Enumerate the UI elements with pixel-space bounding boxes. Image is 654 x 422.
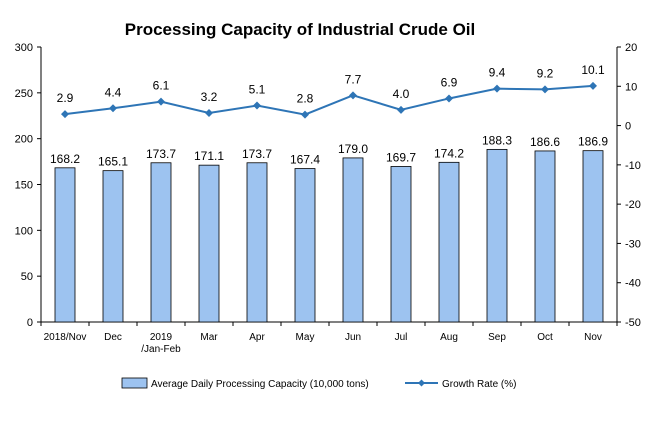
- bar: [486, 148, 508, 323]
- line-point: [157, 97, 165, 106]
- bar-value-label: 188.3: [482, 133, 512, 147]
- line-point: [349, 91, 357, 100]
- bar-value-label: 167.4: [290, 153, 320, 167]
- bar: [102, 170, 124, 323]
- line-point: [205, 109, 213, 117]
- line-value-label: 6.1: [153, 79, 170, 93]
- chart-title: Processing Capacity of Industrial Crude …: [125, 20, 475, 39]
- right-tick-label: 0: [625, 121, 631, 133]
- left-tick-label: 200: [15, 134, 33, 146]
- x-tick-label: Apr: [249, 332, 265, 343]
- left-tick-label: 300: [15, 42, 33, 54]
- bar: [150, 162, 172, 323]
- legend: Average Daily Processing Capacity (10,00…: [121, 377, 516, 390]
- line-value-label: 2.8: [297, 92, 314, 106]
- data-labels: 168.2 165.1 173.7 171.1 173.7 167.4 179.0 169.7…: [50, 63, 608, 169]
- x-tick-label: 2019: [150, 332, 173, 343]
- bar-value-label: 186.6: [530, 135, 560, 149]
- line-point: [61, 110, 69, 119]
- legend-marker: [418, 379, 425, 387]
- bar: [246, 162, 268, 323]
- bar-value-label: 165.1: [98, 155, 128, 169]
- x-tick-label: 2018/Nov: [44, 332, 87, 343]
- x-tick-label: Mar: [200, 332, 218, 343]
- right-tick-label: -20: [625, 199, 641, 211]
- left-tick-label: 150: [15, 180, 33, 192]
- x-tick-label: Jun: [345, 332, 361, 343]
- line-point: [253, 101, 261, 110]
- bar-value-label: 173.7: [146, 147, 176, 161]
- bar: [582, 150, 604, 323]
- legend-swatch-bar: [121, 377, 148, 389]
- line-value-label: 9.4: [489, 66, 506, 80]
- line-point: [301, 110, 309, 119]
- bar: [390, 166, 412, 323]
- bar: [198, 164, 220, 323]
- bar: [534, 150, 556, 323]
- line-value-label: 2.9: [57, 91, 74, 105]
- legend-label-bar: Average Daily Processing Capacity (10,00…: [151, 379, 369, 390]
- right-tick-label: -50: [625, 317, 641, 329]
- bar-value-label: 169.7: [386, 150, 416, 164]
- left-tick-label: 100: [15, 225, 33, 237]
- x-tick-label: /Jan-Feb: [141, 344, 181, 355]
- legend-label-line: Growth Rate (%): [442, 379, 516, 390]
- bar-value-label: 171.1: [194, 149, 224, 163]
- bar-value-label: 179.0: [338, 142, 368, 156]
- bar: [438, 161, 460, 323]
- bar-value-label: 174.2: [434, 146, 464, 160]
- line-point: [397, 105, 405, 114]
- line-value-label: 4.4: [105, 85, 122, 99]
- right-tick-label: -40: [625, 278, 641, 290]
- bar-value-label: 186.9: [578, 135, 608, 149]
- bar: [342, 157, 364, 323]
- x-tick-label: Dec: [104, 332, 122, 343]
- x-tick-label: Jul: [395, 332, 408, 343]
- line-point: [493, 84, 501, 93]
- line-value-label: 3.2: [201, 90, 218, 104]
- growth-rate-line: [64, 84, 594, 116]
- line-point: [109, 104, 117, 113]
- line-value-label: 10.1: [581, 63, 605, 77]
- line-value-label: 9.2: [537, 66, 554, 80]
- line-point: [445, 94, 453, 103]
- x-tick-label: May: [296, 332, 315, 343]
- bar: [294, 168, 316, 323]
- line-series: [61, 81, 597, 119]
- bar: [54, 167, 76, 323]
- line-point: [589, 81, 597, 90]
- bar-series: [54, 148, 604, 323]
- right-tick-label: 10: [625, 81, 637, 93]
- right-tick-label: -30: [625, 238, 641, 250]
- line-value-label: 6.9: [441, 75, 458, 89]
- line-value-label: 4.0: [393, 87, 410, 101]
- left-tick-label: 250: [15, 88, 33, 100]
- x-tick-label: Nov: [584, 332, 602, 343]
- left-tick-label: 50: [21, 271, 33, 283]
- bar-value-label: 173.7: [242, 147, 272, 161]
- line-point: [541, 85, 549, 94]
- right-tick-label: 20: [625, 42, 637, 54]
- line-value-label: 7.7: [345, 72, 362, 86]
- x-tick-label: Oct: [537, 332, 553, 343]
- axes: 0 50 100 150 200 250 300 -50 -40 -30 -20 -10 0 10 20 20…: [15, 42, 641, 355]
- line-value-label: 5.1: [249, 83, 266, 97]
- right-tick-label: -10: [625, 160, 641, 172]
- x-tick-label: Aug: [440, 332, 458, 343]
- x-tick-label: Sep: [488, 332, 506, 343]
- left-tick-label: 0: [27, 317, 33, 329]
- bar-value-label: 168.2: [50, 152, 80, 166]
